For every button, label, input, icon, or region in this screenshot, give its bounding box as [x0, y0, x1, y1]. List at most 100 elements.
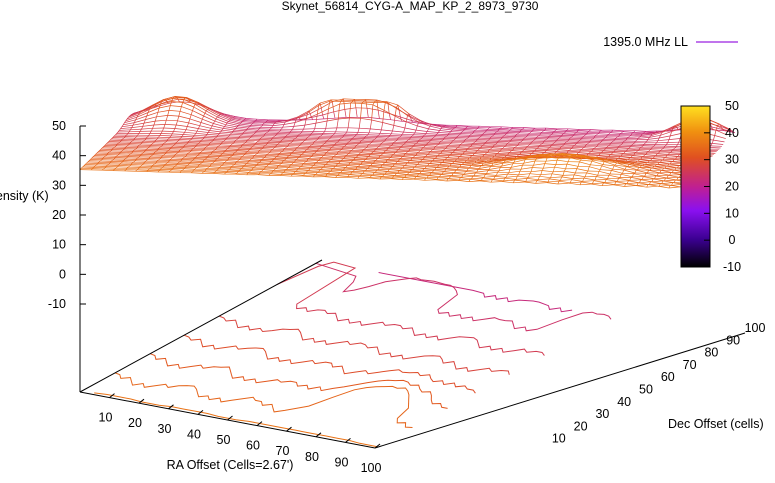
surface-line — [146, 171, 158, 173]
surface-line — [625, 151, 637, 153]
surface-line — [512, 179, 515, 183]
surface-line — [283, 122, 296, 125]
surface-line — [292, 126, 295, 130]
surface-line — [205, 135, 217, 137]
surface-line — [304, 173, 317, 175]
surface-line — [443, 171, 455, 173]
surface-line — [217, 134, 230, 137]
surface-line — [123, 122, 135, 126]
surface-line — [445, 168, 458, 170]
surface-line — [561, 176, 573, 179]
surface-line — [613, 165, 626, 170]
surface-line — [353, 148, 365, 150]
surface-line — [176, 124, 188, 127]
surface-line — [579, 161, 591, 166]
surface-line — [523, 127, 536, 129]
surface-line — [533, 151, 545, 153]
surface-line — [415, 125, 418, 131]
surface-mesh — [79, 96, 736, 189]
surface-line — [151, 166, 164, 168]
surface-line — [173, 128, 176, 132]
surface-line — [451, 173, 454, 176]
surface-line — [340, 161, 352, 163]
surface-line — [390, 145, 402, 147]
surface-line — [318, 100, 330, 106]
surface-line — [679, 174, 682, 178]
surface-line — [466, 168, 469, 171]
surface-line — [379, 155, 392, 158]
surface-line — [364, 159, 377, 161]
surface-line — [569, 157, 581, 161]
surface-line — [186, 165, 198, 168]
surface-line — [247, 172, 260, 175]
surface-line — [723, 130, 736, 133]
surface-line — [600, 130, 612, 133]
surface-line — [409, 160, 421, 162]
surface-line — [457, 167, 469, 170]
surface-line — [327, 118, 339, 122]
surface-line — [665, 177, 677, 181]
surface-line — [212, 125, 224, 129]
surface-line — [602, 164, 615, 167]
surface-line — [649, 149, 662, 151]
surface-line — [631, 173, 634, 177]
surface-line — [446, 180, 458, 182]
surface-line — [294, 118, 307, 123]
surface-line — [189, 151, 202, 153]
surface-line — [633, 173, 645, 177]
contour-line — [150, 353, 448, 409]
contour-line — [183, 334, 476, 394]
surface-line — [477, 159, 489, 162]
surface-line — [307, 105, 319, 114]
surface-line — [444, 159, 456, 162]
surface-line — [333, 145, 345, 147]
surface-line — [404, 153, 417, 156]
surface-line — [246, 118, 258, 120]
surface-line — [325, 152, 337, 155]
surface-line — [539, 175, 551, 179]
surface-line — [163, 124, 166, 129]
surface-line — [664, 179, 676, 182]
surface-line — [471, 177, 483, 180]
surface-line — [229, 146, 241, 148]
surface-line — [599, 165, 602, 170]
surface-line — [253, 167, 265, 170]
x-tick-mark — [227, 415, 233, 421]
surface-line — [668, 163, 681, 166]
surface-line — [200, 122, 213, 127]
surface-line — [395, 140, 407, 142]
surface-line — [642, 156, 654, 159]
surface-line — [504, 159, 516, 163]
surface-line — [498, 129, 511, 131]
surface-line — [616, 178, 619, 182]
surface-line — [305, 161, 317, 163]
surface-line — [272, 170, 284, 173]
surface-line — [461, 154, 473, 156]
surface-line — [401, 167, 413, 170]
surface-line — [715, 129, 728, 136]
surface-line — [642, 133, 654, 135]
surface-line — [660, 131, 672, 136]
surface-line — [363, 149, 375, 152]
surface-line — [416, 121, 420, 127]
surface-line — [192, 106, 195, 111]
surface-line — [549, 178, 561, 181]
surface-line — [206, 110, 218, 118]
surface-line — [489, 149, 501, 152]
surface-line — [598, 170, 611, 175]
surface-line — [678, 138, 681, 143]
surface-line — [369, 165, 381, 168]
surface-line — [382, 153, 394, 155]
surface-line — [255, 165, 267, 167]
surface-line — [357, 155, 369, 157]
surface-line — [280, 163, 292, 165]
colorbar-tick-label: 30 — [725, 153, 739, 167]
x-tick-label: 60 — [246, 439, 260, 453]
surface-line — [505, 173, 508, 178]
surface-line — [562, 170, 565, 176]
surface-line — [417, 163, 430, 165]
surface-line — [408, 139, 420, 141]
surface-line — [366, 168, 379, 171]
surface-line — [657, 153, 669, 155]
